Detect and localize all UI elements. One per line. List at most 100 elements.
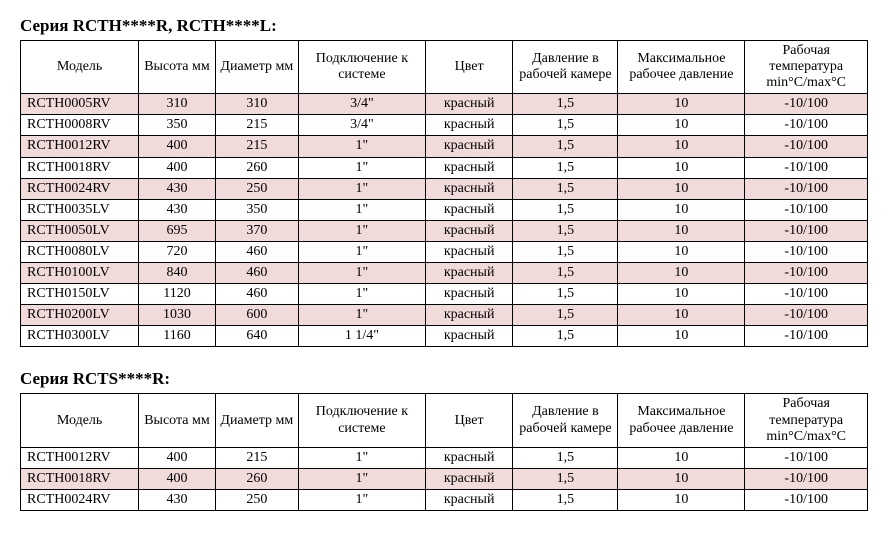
cell-value: 10 (618, 94, 745, 115)
cell-value: 430 (139, 489, 216, 510)
table-row: RCTH0024RV4302501"красный1,510-10/100 (21, 489, 868, 510)
cell-value: 10 (618, 220, 745, 241)
cell-value: 840 (139, 263, 216, 284)
cell-model: RCTH0012RV (21, 447, 139, 468)
cell-value: 1,5 (513, 136, 618, 157)
col-temp: Рабочая температура min°C/max°C (745, 394, 868, 447)
col-temp: Рабочая температура min°C/max°C (745, 41, 868, 94)
table-row: RCTH0012RV4002151"красный1,510-10/100 (21, 136, 868, 157)
table-row: RCTH0200LV10306001"красный1,510-10/100 (21, 305, 868, 326)
table-row: RCTH0050LV6953701"красный1,510-10/100 (21, 220, 868, 241)
cell-value: 1,5 (513, 263, 618, 284)
cell-value: красный (425, 326, 513, 347)
table-1-header-row: Модель Высота мм Диаметр мм Подключение … (21, 41, 868, 94)
table-row: RCTH0018RV4002601"красный1,510-10/100 (21, 468, 868, 489)
cell-value: 10 (618, 199, 745, 220)
cell-value: 1 1/4" (298, 326, 425, 347)
cell-value: 10 (618, 178, 745, 199)
col-height: Высота мм (139, 41, 216, 94)
cell-value: 1" (298, 178, 425, 199)
cell-value: 1120 (139, 284, 216, 305)
cell-model: RCTH0200LV (21, 305, 139, 326)
cell-value: 460 (215, 284, 298, 305)
cell-value: красный (425, 447, 513, 468)
col-connection: Подключение к системе (298, 41, 425, 94)
cell-value: 400 (139, 447, 216, 468)
cell-value: 1,5 (513, 489, 618, 510)
cell-value: 10 (618, 115, 745, 136)
table-row: RCTH0024RV4302501"красный1,510-10/100 (21, 178, 868, 199)
table-row: RCTH0008RV3502153/4"красный1,510-10/100 (21, 115, 868, 136)
cell-value: -10/100 (745, 94, 868, 115)
cell-value: 370 (215, 220, 298, 241)
cell-value: -10/100 (745, 157, 868, 178)
table-row: RCTH0005RV3103103/4"красный1,510-10/100 (21, 94, 868, 115)
series-2: Серия RCTS****R: Модель Высота мм Диамет… (20, 369, 868, 511)
table-row: RCTH0012RV4002151"красный1,510-10/100 (21, 447, 868, 468)
cell-value: 1,5 (513, 447, 618, 468)
table-row: RCTH0080LV7204601"красный1,510-10/100 (21, 241, 868, 262)
cell-value: 10 (618, 326, 745, 347)
cell-value: 1" (298, 199, 425, 220)
cell-model: RCTH0012RV (21, 136, 139, 157)
col-maxpress: Максимальное рабочее давление (618, 394, 745, 447)
cell-value: 400 (139, 468, 216, 489)
cell-value: 1" (298, 136, 425, 157)
cell-value: 1" (298, 220, 425, 241)
cell-value: 460 (215, 241, 298, 262)
spec-table-2: Модель Высота мм Диаметр мм Подключение … (20, 393, 868, 511)
cell-value: красный (425, 199, 513, 220)
cell-model: RCTH0018RV (21, 468, 139, 489)
cell-value: 3/4" (298, 94, 425, 115)
cell-value: красный (425, 178, 513, 199)
cell-value: -10/100 (745, 241, 868, 262)
col-pressure: Давление в рабочей камере (513, 394, 618, 447)
cell-value: 1,5 (513, 157, 618, 178)
cell-model: RCTH0150LV (21, 284, 139, 305)
cell-value: 1,5 (513, 241, 618, 262)
cell-value: -10/100 (745, 447, 868, 468)
cell-model: RCTH0035LV (21, 199, 139, 220)
cell-value: 350 (139, 115, 216, 136)
cell-value: 1,5 (513, 94, 618, 115)
cell-value: -10/100 (745, 263, 868, 284)
cell-value: 1,5 (513, 326, 618, 347)
cell-value: 400 (139, 157, 216, 178)
cell-value: 10 (618, 263, 745, 284)
col-diameter: Диаметр мм (215, 41, 298, 94)
table-2-body: RCTH0012RV4002151"красный1,510-10/100RCT… (21, 447, 868, 510)
cell-value: -10/100 (745, 199, 868, 220)
cell-value: -10/100 (745, 220, 868, 241)
cell-value: 1" (298, 489, 425, 510)
cell-value: 1,5 (513, 284, 618, 305)
table-1-head: Модель Высота мм Диаметр мм Подключение … (21, 41, 868, 94)
cell-value: красный (425, 489, 513, 510)
cell-value: 460 (215, 263, 298, 284)
cell-value: 1,5 (513, 468, 618, 489)
cell-value: 1160 (139, 326, 216, 347)
cell-model: RCTH0300LV (21, 326, 139, 347)
cell-value: красный (425, 115, 513, 136)
cell-value: -10/100 (745, 489, 868, 510)
cell-value: 10 (618, 284, 745, 305)
cell-value: -10/100 (745, 178, 868, 199)
series-1-title: Серия RCTH****R, RCTH****L: (20, 16, 868, 36)
cell-value: -10/100 (745, 284, 868, 305)
cell-value: 720 (139, 241, 216, 262)
cell-value: 1,5 (513, 115, 618, 136)
col-diameter: Диаметр мм (215, 394, 298, 447)
cell-value: 10 (618, 489, 745, 510)
cell-model: RCTH0024RV (21, 489, 139, 510)
cell-value: 695 (139, 220, 216, 241)
table-row: RCTH0035LV4303501"красный1,510-10/100 (21, 199, 868, 220)
cell-value: красный (425, 94, 513, 115)
cell-value: 3/4" (298, 115, 425, 136)
cell-value: 1030 (139, 305, 216, 326)
cell-model: RCTH0100LV (21, 263, 139, 284)
cell-value: 10 (618, 447, 745, 468)
col-color: Цвет (425, 394, 513, 447)
col-pressure: Давление в рабочей камере (513, 41, 618, 94)
cell-value: красный (425, 305, 513, 326)
cell-value: 310 (215, 94, 298, 115)
cell-value: 250 (215, 178, 298, 199)
